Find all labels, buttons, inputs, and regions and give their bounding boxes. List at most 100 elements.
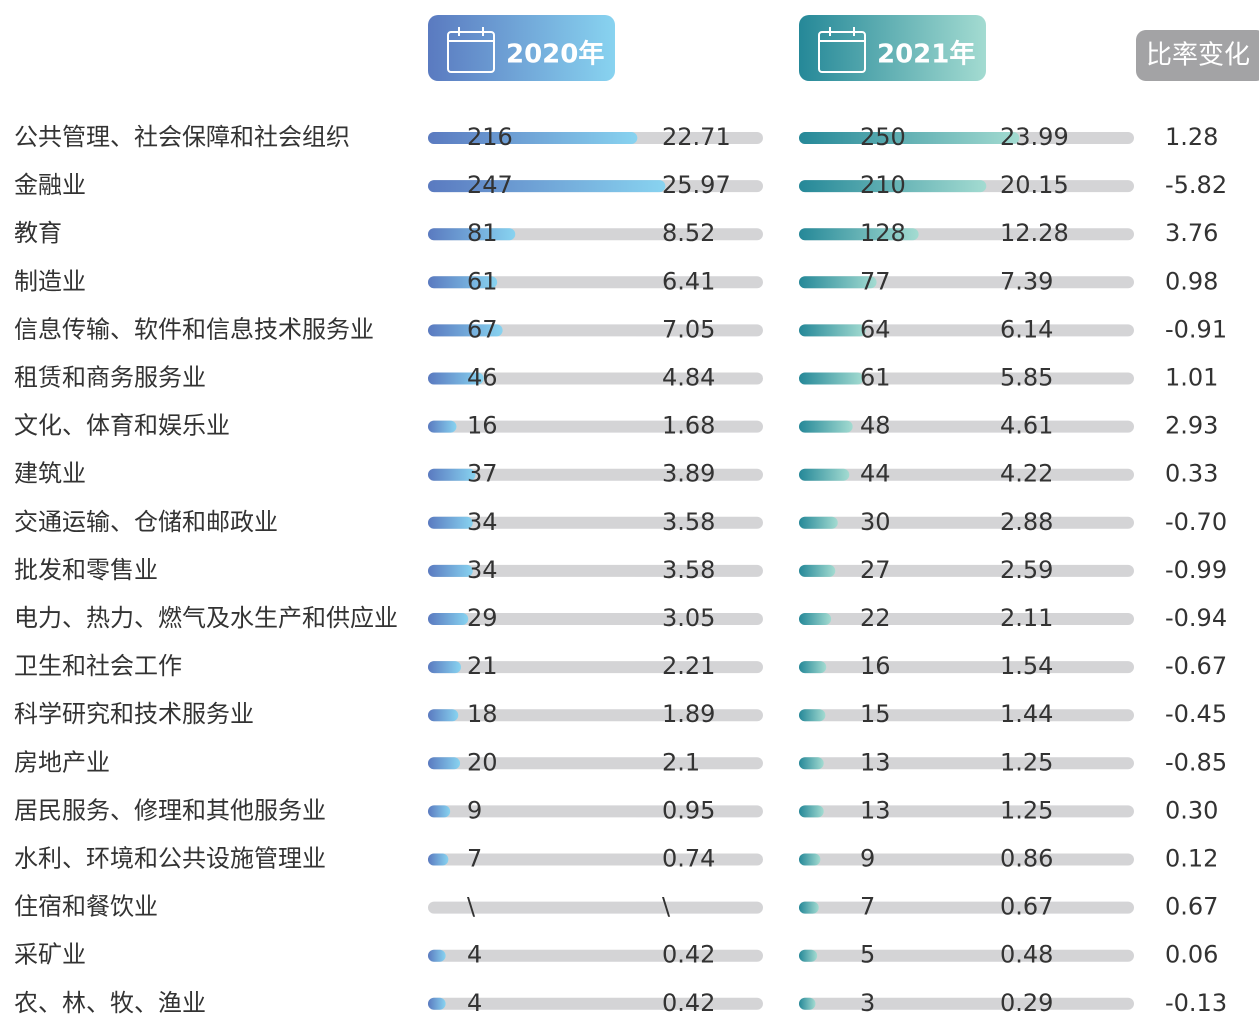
count: 5 (860, 941, 875, 969)
percent: 3.05 (662, 604, 715, 632)
header-2021: 2021年 (877, 39, 975, 70)
bar (799, 468, 850, 481)
count: 3 (860, 989, 875, 1015)
percent: 12.28 (1000, 219, 1069, 247)
change: 0.67 (1165, 893, 1218, 921)
change: -0.91 (1165, 315, 1227, 343)
change: -0.45 (1165, 700, 1227, 728)
bar (428, 228, 516, 241)
row-label: 采矿业 (14, 941, 86, 969)
change: 0.30 (1165, 796, 1218, 824)
percent: 6.14 (1000, 315, 1053, 343)
bar-track (799, 372, 1134, 385)
bar (799, 516, 838, 529)
bar-track (428, 661, 763, 674)
count: 7 (467, 845, 482, 873)
percent: 0.86 (1000, 845, 1053, 873)
bar (428, 324, 503, 337)
bar (428, 661, 462, 674)
bar (799, 372, 864, 385)
change: 0.12 (1165, 845, 1218, 873)
bar (428, 757, 461, 770)
percent: 2.11 (1000, 604, 1053, 632)
percent: 0.48 (1000, 941, 1053, 969)
change: -0.94 (1165, 604, 1227, 632)
bar-track (799, 516, 1134, 529)
percent: 20.15 (1000, 171, 1069, 199)
bar (799, 997, 816, 1010)
row-label: 科学研究和技术服务业 (14, 700, 254, 728)
count: 216 (467, 123, 513, 151)
count: 30 (860, 508, 891, 536)
change: -0.67 (1165, 652, 1227, 680)
bar-track (799, 709, 1134, 722)
change: -0.99 (1165, 556, 1227, 584)
bar-track (799, 324, 1134, 337)
count: 77 (860, 267, 891, 295)
percent: 2.1 (662, 748, 700, 776)
change: -5.82 (1165, 171, 1227, 199)
count: 34 (467, 556, 498, 584)
percent: 4.61 (1000, 412, 1053, 440)
row-label: 公共管理、社会保障和社会组织 (14, 123, 350, 151)
row-label: 制造业 (14, 267, 86, 295)
change: 3.76 (1165, 219, 1218, 247)
bar-track (799, 564, 1134, 577)
bar (799, 661, 827, 674)
header-2020: 2020年 (506, 39, 604, 70)
count: 21 (467, 652, 498, 680)
bar (428, 468, 476, 481)
bar (428, 805, 451, 818)
bar (428, 420, 457, 433)
bar-track (799, 661, 1134, 674)
bar (799, 324, 866, 337)
count: 44 (860, 460, 891, 488)
bar (428, 853, 449, 866)
count: 128 (860, 219, 906, 247)
bar (428, 276, 498, 289)
percent: 5.85 (1000, 364, 1053, 392)
row-label: 交通运输、仓储和邮政业 (14, 508, 278, 536)
bar-track (799, 901, 1134, 914)
count: 13 (860, 796, 891, 824)
percent: 4.84 (662, 364, 715, 392)
count: 16 (467, 412, 498, 440)
count: 18 (467, 700, 498, 728)
bar (428, 516, 473, 529)
bar-track (428, 757, 763, 770)
bar (799, 805, 824, 818)
change: 0.98 (1165, 267, 1218, 295)
count: 67 (467, 315, 498, 343)
count: 37 (467, 460, 498, 488)
bar (799, 613, 832, 625)
bar-track (428, 997, 763, 1010)
header-box (1136, 30, 1259, 81)
percent: 23.99 (1000, 123, 1069, 151)
count: 29 (467, 604, 498, 632)
count: 210 (860, 171, 906, 199)
bar-track (799, 997, 1134, 1010)
bar (799, 228, 919, 241)
row-label: 电力、热力、燃气及水生产和供应业 (14, 604, 398, 632)
count: 27 (860, 556, 891, 584)
change: 0.06 (1165, 941, 1218, 969)
count: 16 (860, 652, 891, 680)
row-label: 批发和零售业 (14, 556, 158, 584)
percent: 3.58 (662, 556, 715, 584)
change: -0.13 (1165, 989, 1227, 1015)
count: 7 (860, 893, 875, 921)
count: 64 (860, 315, 891, 343)
percent: 3.89 (662, 460, 715, 488)
count: 15 (860, 700, 891, 728)
percent: 7.05 (662, 315, 715, 343)
bar-track (799, 420, 1134, 433)
row-label: 文化、体育和娱乐业 (14, 412, 230, 440)
percent: 1.54 (1000, 652, 1053, 680)
bar-track (428, 420, 763, 433)
bar-track (428, 372, 763, 385)
percent: 0.42 (662, 989, 715, 1015)
percent: 1.89 (662, 700, 715, 728)
percent: 7.39 (1000, 267, 1053, 295)
row-label: 住宿和餐饮业 (14, 893, 158, 921)
